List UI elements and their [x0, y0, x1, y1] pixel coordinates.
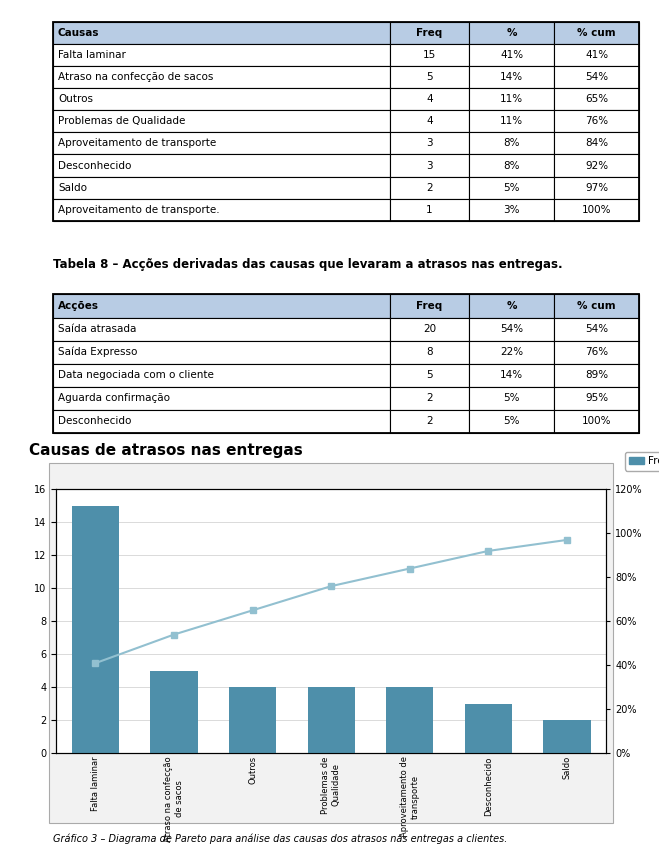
Bar	[72, 506, 119, 753]
Text: Desconhecido: Desconhecido	[58, 160, 131, 171]
Text: 54%: 54%	[585, 324, 608, 334]
Text: 8%: 8%	[503, 160, 520, 171]
Text: Freq: Freq	[416, 301, 443, 311]
Text: 41%: 41%	[500, 50, 523, 60]
Bar	[465, 704, 512, 753]
Text: 92%: 92%	[585, 160, 608, 171]
Text: Outros: Outros	[58, 94, 93, 104]
Bar	[386, 688, 434, 753]
Text: 65%: 65%	[585, 94, 608, 104]
Text: Aproveitamento de transporte.: Aproveitamento de transporte.	[58, 204, 219, 215]
Text: Falta laminar: Falta laminar	[58, 50, 126, 60]
Text: 76%: 76%	[585, 347, 608, 357]
Text: Causas de atrasos nas entregas: Causas de atrasos nas entregas	[28, 443, 302, 457]
Text: 15: 15	[423, 50, 436, 60]
Text: Gráfico 3 – Diagrama de Pareto para análise das causas dos atrasos nas entregas : Gráfico 3 – Diagrama de Pareto para anál…	[53, 834, 507, 844]
Bar	[544, 721, 590, 753]
Text: 1: 1	[426, 204, 433, 215]
Text: 95%: 95%	[585, 393, 608, 404]
Text: 89%: 89%	[585, 371, 608, 380]
Text: 5: 5	[426, 72, 433, 82]
Text: 22%: 22%	[500, 347, 523, 357]
Text: 76%: 76%	[585, 116, 608, 126]
Text: 8%: 8%	[503, 139, 520, 148]
Text: 2: 2	[426, 417, 433, 426]
Text: 54%: 54%	[500, 324, 523, 334]
Text: Saldo: Saldo	[58, 183, 87, 192]
Text: % cum: % cum	[577, 28, 616, 38]
Bar	[150, 671, 198, 753]
Text: 14%: 14%	[500, 72, 523, 82]
Text: 14%: 14%	[500, 371, 523, 380]
Text: 8: 8	[426, 347, 433, 357]
Text: Desconhecido: Desconhecido	[58, 417, 131, 426]
Text: Causas: Causas	[58, 28, 100, 38]
Text: 84%: 84%	[585, 139, 608, 148]
Text: 41%: 41%	[585, 50, 608, 60]
Text: Atraso na confecção de sacos: Atraso na confecção de sacos	[58, 72, 214, 82]
Bar	[229, 688, 276, 753]
Text: 5: 5	[426, 371, 433, 380]
Legend: Freq, % cum: Freq, % cum	[625, 452, 659, 470]
Text: Aproveitamento de transporte: Aproveitamento de transporte	[58, 139, 216, 148]
Text: % cum: % cum	[577, 301, 616, 311]
Text: Saída Expresso: Saída Expresso	[58, 347, 137, 358]
Text: Problemas de Qualidade: Problemas de Qualidade	[58, 116, 185, 126]
Text: 4: 4	[426, 94, 433, 104]
Text: Acções: Acções	[58, 301, 99, 311]
Text: 100%: 100%	[582, 204, 612, 215]
Text: 20: 20	[423, 324, 436, 334]
Text: Saída atrasada: Saída atrasada	[58, 324, 136, 334]
Text: 2: 2	[426, 393, 433, 404]
Text: %: %	[506, 301, 517, 311]
Text: 4: 4	[426, 116, 433, 126]
Text: 97%: 97%	[585, 183, 608, 192]
Text: 11%: 11%	[500, 116, 523, 126]
Text: 3%: 3%	[503, 204, 520, 215]
Bar	[308, 688, 355, 753]
Text: Aguarda confirmação: Aguarda confirmação	[58, 393, 170, 404]
Text: 3: 3	[426, 139, 433, 148]
Text: 54%: 54%	[585, 72, 608, 82]
Text: %: %	[506, 28, 517, 38]
Text: 100%: 100%	[582, 417, 612, 426]
Text: 5%: 5%	[503, 393, 520, 404]
Text: 5%: 5%	[503, 183, 520, 192]
Text: 3: 3	[426, 160, 433, 171]
Text: 2: 2	[426, 183, 433, 192]
Text: Data negociada com o cliente: Data negociada com o cliente	[58, 371, 214, 380]
Text: 11%: 11%	[500, 94, 523, 104]
Text: 5%: 5%	[503, 417, 520, 426]
Text: Tabela 8 – Acções derivadas das causas que levaram a atrasos nas entregas.: Tabela 8 – Acções derivadas das causas q…	[53, 257, 562, 271]
Text: Freq: Freq	[416, 28, 443, 38]
